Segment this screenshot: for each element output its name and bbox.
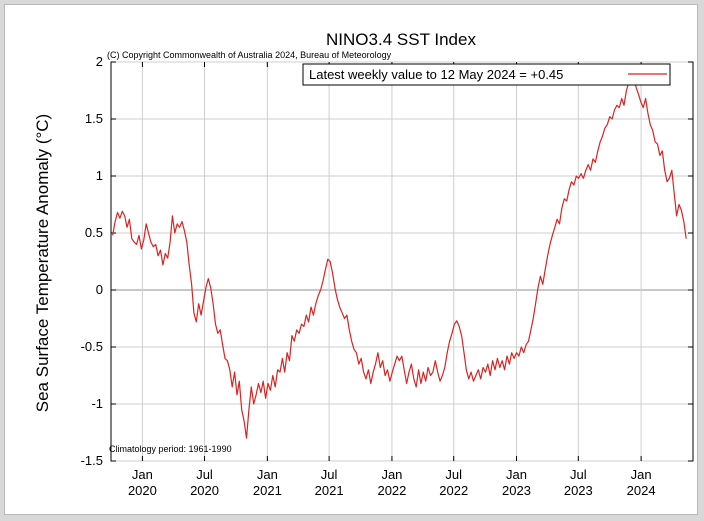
x-tick-label-year: 2021: [253, 483, 282, 498]
x-tick-label-month: Jul: [570, 467, 587, 482]
x-tick-label-month: Jul: [445, 467, 462, 482]
x-tick-label-year: 2020: [190, 483, 219, 498]
legend-label: Latest weekly value to 12 May 2024 = +0.…: [309, 67, 563, 82]
series-line: [112, 67, 687, 439]
y-tick-label: 0.5: [85, 225, 103, 240]
y-tick-label: -0.5: [81, 339, 103, 354]
y-axis-label: Sea Surface Temperature Anomaly (°C): [33, 114, 52, 412]
plot-area: [110, 61, 694, 462]
legend-box: [302, 63, 671, 86]
y-tick-label: 1.5: [85, 111, 103, 126]
y-tick-label: -1: [91, 396, 103, 411]
y-tick-label: 0: [96, 282, 103, 297]
x-tick-label-year: 2022: [439, 483, 468, 498]
y-tick-label: 2: [96, 54, 103, 69]
y-tick-label: -1.5: [81, 453, 103, 468]
x-tick-label-year: 2024: [627, 483, 656, 498]
y-tick-label: 1: [96, 168, 103, 183]
copyright-note: (C) Copyright Commonwealth of Australia …: [107, 50, 392, 60]
x-tick-label-year: 2023: [564, 483, 593, 498]
x-tick-label-month: Jul: [321, 467, 338, 482]
chart-frame: -1.5 -1 -0.5 0 0.5 1 1.5 2 Jan 2020 Jul 2020 Jan 2021…: [4, 4, 698, 515]
series-layer: [112, 67, 687, 439]
grid: [111, 61, 693, 462]
x-tick-label-month: Jul: [196, 467, 213, 482]
x-tick-label-month: Jan: [631, 467, 652, 482]
x-tick-label-month: Jan: [132, 467, 153, 482]
x-tick-label-year: 2021: [315, 483, 344, 498]
x-tick-label-month: Jan: [506, 467, 527, 482]
axes: -1.5-1-0.500.511.52Jan2020Jul2020Jan2021…: [81, 54, 693, 498]
x-tick-label-year: 2020: [128, 483, 157, 498]
x-tick-label-month: Jan: [257, 467, 278, 482]
x-tick-label-month: Jan: [381, 467, 402, 482]
legend: Latest weekly value to 12 May 2024 = +0.…: [302, 63, 671, 86]
x-tick-label-year: 2023: [502, 483, 531, 498]
x-tick-label-year: 2022: [377, 483, 406, 498]
climatology-note: Climatology period: 1961-1990: [109, 444, 232, 454]
chart-title: NINO3.4 SST Index: [326, 30, 476, 49]
nino34-chart: -1.5-1-0.500.511.52Jan2020Jul2020Jan2021…: [33, 30, 694, 498]
